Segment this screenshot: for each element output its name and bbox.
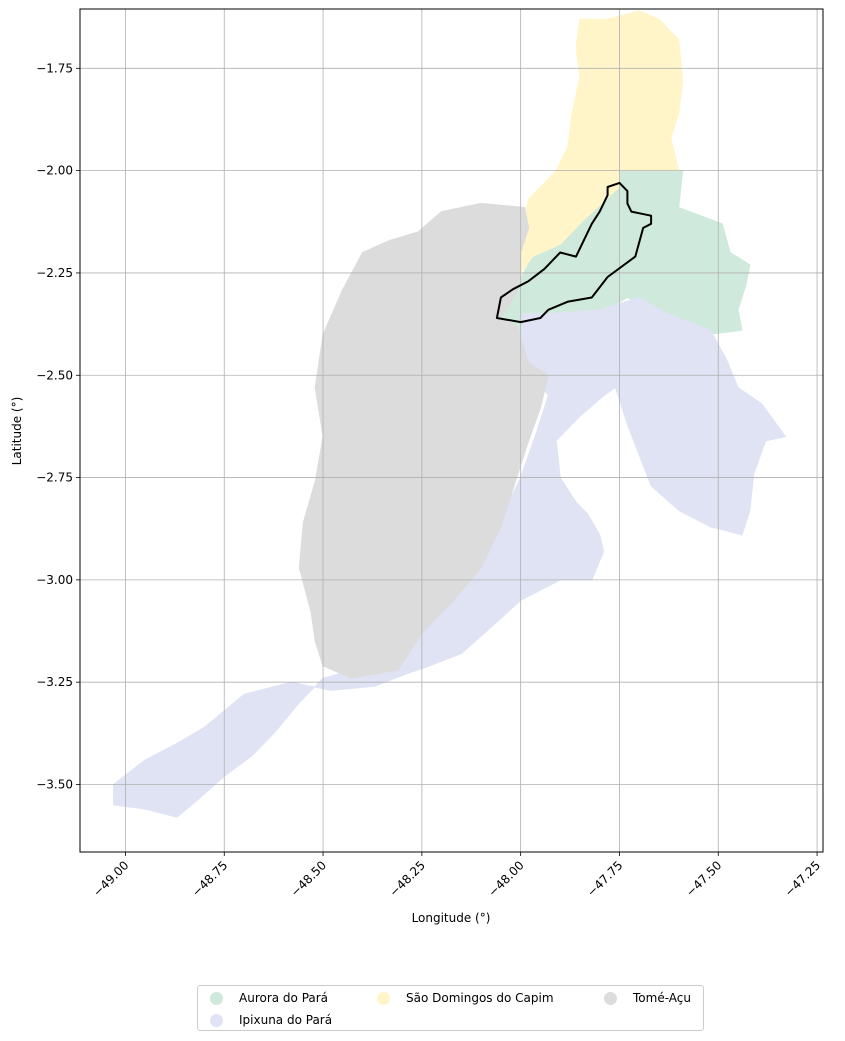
outline-layer (495, 181, 653, 324)
highlight-outline (495, 181, 653, 324)
map-figure: −49.00 −48.75 −48.50 −48.25 −48.00 −47.75 −47.… (10, 8, 824, 925)
x-tick-label: −47.50 (683, 858, 724, 899)
y-tick-label: −3.25 (36, 675, 73, 689)
region-sao-domingos-do-capim (520, 10, 684, 274)
y-tick-label: −3.50 (36, 777, 73, 791)
legend-label: Ipixuna do Pará (239, 1013, 333, 1027)
x-tick-label: −48.00 (485, 858, 526, 899)
plot-area (79, 8, 824, 853)
legend-label: São Domingos do Capim (406, 991, 554, 1005)
legend-marker (604, 991, 617, 1005)
y-tick-label: −1.75 (36, 61, 73, 75)
legend: Aurora do Pará Ipixuna do Pará São Domin… (197, 985, 704, 1031)
y-axis-title: Latitude (°) (10, 397, 24, 466)
x-tick-label: −47.25 (782, 858, 823, 899)
x-tick-label: −48.50 (288, 858, 329, 899)
x-axis-title: Longitude (°) (412, 911, 491, 925)
x-tick-label: −49.00 (90, 858, 131, 899)
y-tick-label: −3.00 (36, 573, 73, 587)
x-tick-label: −48.75 (189, 858, 230, 899)
legend-marker (210, 1013, 223, 1027)
y-tick-label: −2.25 (36, 266, 73, 280)
y-tick-label: −2.75 (36, 471, 73, 485)
legend-label: Tomé-Açu (633, 991, 691, 1005)
legend-item-tome-acu: Tomé-Açu (604, 989, 691, 1007)
legend-item-ipixuna: Ipixuna do Pará (210, 1011, 332, 1029)
x-axis: −49.00 −48.75 −48.50 −48.25 −48.00 −47.75 −47.… (90, 852, 823, 900)
y-tick-label: −2.00 (36, 164, 73, 178)
y-axis: −1.75 −2.00 −2.25 −2.50 −2.75 −3.00 −3.25 −3.50 (36, 61, 80, 791)
legend-marker (210, 991, 223, 1005)
legend-item-sao-domingos: São Domingos do Capim (377, 989, 554, 1007)
legend-marker (377, 991, 390, 1005)
x-tick-label: −48.25 (387, 858, 428, 899)
y-tick-label: −2.50 (36, 368, 73, 382)
grid-layer (80, 9, 823, 852)
legend-label: Aurora do Pará (239, 991, 329, 1005)
plot-frame (79, 8, 824, 853)
regions-layer (113, 10, 786, 818)
legend-item-aurora: Aurora do Pará (210, 989, 328, 1007)
x-tick-label: −47.75 (584, 858, 625, 899)
